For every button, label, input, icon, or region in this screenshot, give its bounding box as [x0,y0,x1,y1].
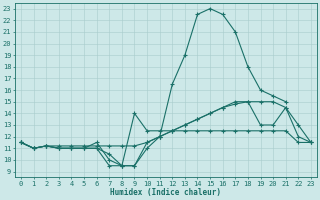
X-axis label: Humidex (Indice chaleur): Humidex (Indice chaleur) [110,188,221,197]
